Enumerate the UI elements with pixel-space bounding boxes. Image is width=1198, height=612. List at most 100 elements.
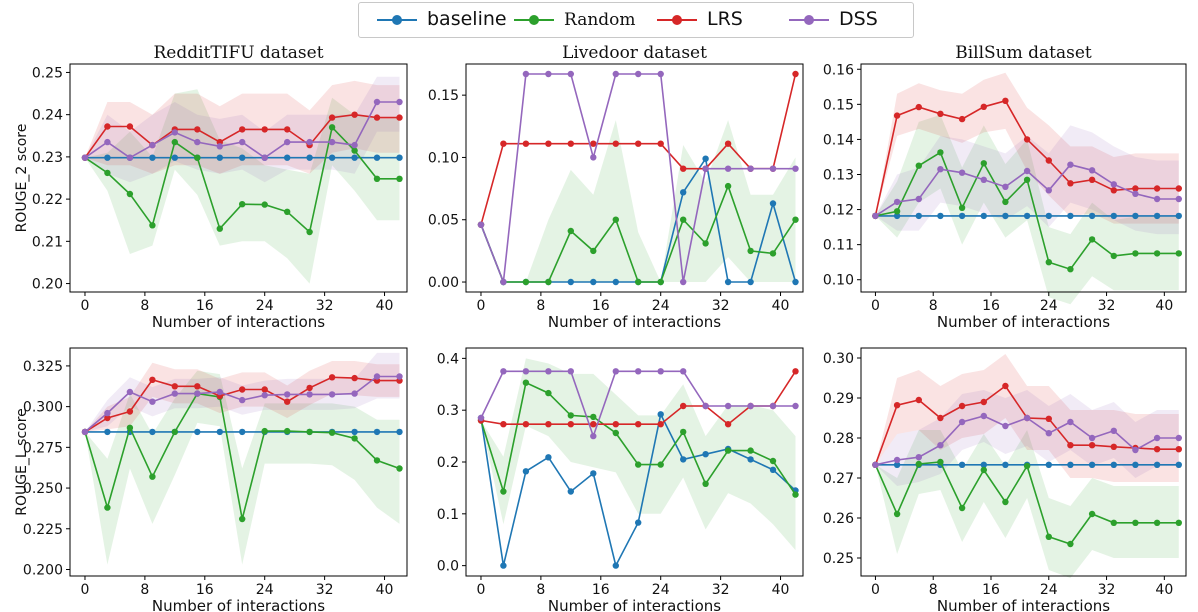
plot-frame	[69, 347, 408, 577]
y-tick-label: 0.05	[428, 213, 459, 229]
point-dss	[1110, 427, 1118, 434]
point-lrs	[657, 140, 664, 147]
point-lrs	[893, 112, 901, 119]
x-tick-label: 24	[1040, 298, 1058, 314]
point-random	[915, 162, 922, 169]
point-baseline	[306, 154, 313, 161]
y-tick-label: 0.12	[823, 203, 854, 219]
point-lrs	[284, 398, 291, 405]
point-lrs	[915, 396, 922, 404]
point-lrs	[1088, 176, 1096, 183]
point-lrs	[328, 114, 336, 121]
point-random	[171, 428, 178, 436]
point-lrs	[980, 103, 987, 111]
point-dss	[81, 428, 89, 436]
chart-panel-5: 0 8 16 24 32 40 0.0 0.1 0.2 0.3 0.4 Number of inter…	[437, 347, 804, 612]
y-tick-label: 0.24	[32, 108, 63, 124]
point-lrs	[567, 421, 574, 428]
point-lrs	[1088, 442, 1096, 449]
y-tick-label: 0.15	[428, 88, 459, 104]
y-tick-label: 0.00	[428, 275, 459, 291]
y-tick-label: 0.26	[823, 511, 854, 527]
point-dss	[373, 373, 381, 380]
point-lrs	[958, 115, 966, 123]
point-lrs	[500, 421, 507, 428]
point-baseline	[396, 428, 403, 436]
x-axis-label: Number of interactions	[548, 313, 721, 331]
point-dss	[567, 70, 574, 78]
y-tick-label: 0.0	[437, 559, 459, 575]
point-lrs	[1132, 185, 1139, 192]
point-dss	[915, 454, 922, 461]
point-baseline	[612, 562, 619, 569]
point-dss	[239, 138, 246, 146]
plot-frame	[465, 63, 804, 293]
point-random	[635, 461, 642, 468]
point-baseline	[792, 278, 799, 286]
point-baseline	[958, 461, 966, 468]
point-dss	[351, 390, 358, 397]
point-random	[958, 504, 966, 512]
y-axis-label: ROUGE_2 score	[14, 124, 30, 233]
legend-marker	[529, 15, 539, 25]
point-dss	[567, 368, 574, 375]
y-tick-label: 0.11	[823, 238, 854, 254]
x-tick-label: 0	[477, 582, 486, 598]
point-lrs	[522, 421, 530, 428]
point-random	[792, 491, 799, 498]
point-dss	[545, 70, 552, 78]
point-dss	[1045, 187, 1053, 194]
point-baseline	[612, 278, 619, 286]
point-lrs	[567, 140, 574, 147]
point-dss	[590, 154, 597, 161]
plot-frame	[69, 63, 408, 293]
point-baseline	[1175, 212, 1183, 220]
point-dss	[328, 391, 336, 398]
point-dss	[702, 402, 709, 410]
band-random	[875, 430, 1179, 578]
point-random	[1088, 510, 1096, 518]
point-random	[149, 222, 156, 229]
x-tick-label: 8	[140, 298, 149, 314]
y-tick-label: 0.250	[23, 481, 63, 497]
x-tick-label: 40	[376, 582, 394, 598]
point-random	[747, 447, 754, 454]
point-dss	[769, 165, 777, 172]
point-random	[1175, 519, 1183, 526]
point-lrs	[194, 383, 201, 390]
point-baseline	[351, 154, 358, 161]
point-dss	[477, 414, 485, 422]
point-dss	[1175, 434, 1183, 442]
y-tick-label: 0.21	[32, 234, 63, 250]
point-dss	[522, 368, 530, 375]
point-dss	[396, 373, 403, 380]
point-dss	[522, 70, 530, 78]
point-baseline	[980, 212, 987, 220]
point-random	[769, 457, 777, 465]
y-tick-label: 0.275	[23, 440, 63, 456]
point-random	[1175, 250, 1183, 257]
point-random	[328, 429, 336, 436]
point-random	[239, 515, 246, 523]
point-dss	[1067, 161, 1074, 168]
point-lrs	[545, 421, 552, 428]
point-random	[1088, 236, 1096, 243]
point-dss	[126, 154, 134, 161]
point-lrs	[612, 140, 619, 147]
point-baseline	[567, 488, 574, 495]
point-dss	[477, 221, 485, 228]
point-lrs	[261, 126, 268, 133]
point-lrs	[328, 374, 336, 381]
x-tick-label: 24	[256, 298, 274, 314]
point-random	[724, 182, 732, 190]
point-dss	[893, 198, 901, 206]
y-tick-label: 0.25	[823, 551, 854, 567]
point-baseline	[980, 461, 987, 468]
point-random	[104, 504, 111, 511]
band-random	[481, 120, 796, 282]
point-random	[1002, 498, 1009, 506]
point-random	[1045, 259, 1053, 266]
y-tick-label: 0.325	[23, 359, 63, 375]
point-lrs	[126, 123, 134, 130]
point-lrs	[396, 114, 403, 121]
